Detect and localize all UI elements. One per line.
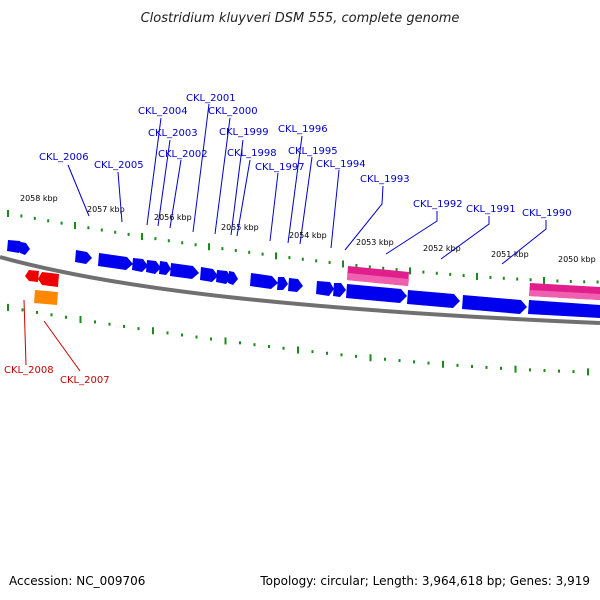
callout-line xyxy=(440,216,490,260)
gene-arrow[interactable] xyxy=(200,267,218,282)
accession-text: Accession: NC_009706 xyxy=(9,574,146,588)
callout-line xyxy=(287,135,303,244)
reverse-callout-lines xyxy=(23,299,81,372)
callout-line xyxy=(157,139,171,227)
gene-arrow[interactable] xyxy=(288,278,303,292)
gene-arrow[interactable] xyxy=(277,277,288,290)
gene-arrow[interactable] xyxy=(20,242,30,255)
reverse-gene-labels: CKL_2008 CKL_2007 xyxy=(4,365,110,386)
gene-label[interactable]: CKL_2004 xyxy=(138,106,188,117)
gene-arrow[interactable] xyxy=(316,281,334,296)
map-title: Clostridium kluyveri DSM 555, complete g… xyxy=(141,11,460,26)
gene-label[interactable]: CKL_1999 xyxy=(219,127,269,138)
gene-label[interactable]: CKL_2002 xyxy=(158,149,208,160)
gene-label[interactable]: CKL_2003 xyxy=(148,128,198,139)
forward-strand-genes xyxy=(7,240,600,318)
gene-arrow[interactable] xyxy=(250,273,278,289)
callout-line xyxy=(117,171,123,223)
gene-label[interactable]: CKL_2005 xyxy=(94,160,144,171)
gene-arrow[interactable] xyxy=(228,271,238,285)
gene-label[interactable]: CKL_2008 xyxy=(4,365,54,376)
kbp-label: 2058 kbp xyxy=(20,194,58,203)
rna-feature[interactable] xyxy=(34,290,58,305)
callout-line xyxy=(23,299,27,366)
callout-line xyxy=(344,185,384,251)
gene-label[interactable]: CKL_2001 xyxy=(186,93,236,104)
callout-line xyxy=(169,159,182,229)
gene-arrow[interactable] xyxy=(159,261,171,275)
gene-arrow[interactable] xyxy=(170,263,199,279)
callout-line xyxy=(214,117,231,235)
callout-line xyxy=(67,164,90,217)
outer-tick-ring xyxy=(7,209,599,284)
gene-arrow[interactable] xyxy=(333,283,346,297)
forward-callout-lines xyxy=(67,103,547,265)
kbp-label: 2051 kbp xyxy=(491,250,529,259)
callout-line xyxy=(230,139,244,236)
kbp-label: 2056 kbp xyxy=(154,213,192,222)
kbp-scale: 2058 kbp 2057 kbp 2056 kbp 2055 kbp 2054… xyxy=(20,194,596,264)
repeat-region[interactable] xyxy=(529,290,600,300)
gene-arrow[interactable] xyxy=(407,290,460,308)
reverse-strand-genes xyxy=(25,270,59,305)
gene-label[interactable]: CKL_1995 xyxy=(288,146,338,157)
gene-label[interactable]: CKL_1991 xyxy=(466,204,516,215)
gene-label[interactable]: CKL_1994 xyxy=(316,159,366,170)
gene-label[interactable]: CKL_1998 xyxy=(227,148,277,159)
gene-arrow[interactable] xyxy=(462,295,527,314)
gene-label[interactable]: CKL_1992 xyxy=(413,199,463,210)
callout-line xyxy=(146,117,162,226)
gene-label[interactable]: CKL_1996 xyxy=(278,124,328,135)
gene-arrow-reverse[interactable] xyxy=(38,272,59,287)
callout-line xyxy=(385,211,438,255)
gene-arrow[interactable] xyxy=(98,253,133,270)
gene-label[interactable]: CKL_1990 xyxy=(522,208,572,219)
gene-label[interactable]: CKL_1993 xyxy=(360,174,410,185)
gene-label[interactable]: CKL_2000 xyxy=(208,106,258,117)
callout-line xyxy=(299,156,313,245)
callout-line xyxy=(501,220,547,265)
forward-gene-labels: CKL_2006 CKL_2005 CKL_2004 CKL_2003 CKL_… xyxy=(39,93,572,219)
kbp-label: 2057 kbp xyxy=(87,205,125,214)
callout-line xyxy=(43,320,81,372)
gene-arrow[interactable] xyxy=(75,250,92,264)
gene-label[interactable]: CKL_1997 xyxy=(255,162,305,173)
callout-line xyxy=(269,172,279,242)
callout-line xyxy=(330,169,340,249)
kbp-label: 2052 kbp xyxy=(423,244,461,253)
gene-arrow-reverse[interactable] xyxy=(25,270,39,282)
gene-arrow[interactable] xyxy=(132,258,148,272)
inner-tick-ring xyxy=(7,303,589,376)
gene-label[interactable]: CKL_2007 xyxy=(60,375,110,386)
gene-arrow[interactable] xyxy=(528,300,600,318)
gene-arrow[interactable] xyxy=(346,284,407,303)
gene-label[interactable]: CKL_2006 xyxy=(39,152,89,163)
gene-arrow[interactable] xyxy=(7,240,24,253)
repeat-region[interactable] xyxy=(347,273,409,286)
callout-line xyxy=(192,103,210,233)
kbp-label: 2050 kbp xyxy=(558,255,596,264)
genome-backbone xyxy=(0,255,600,325)
repeat-regions xyxy=(347,266,600,300)
gene-arrow[interactable] xyxy=(146,260,161,274)
genome-summary-text: Topology: circular; Length: 3,964,618 bp… xyxy=(260,574,590,588)
kbp-label: 2054 kbp xyxy=(289,231,327,240)
gene-arrow[interactable] xyxy=(216,270,231,284)
kbp-label: 2053 kbp xyxy=(356,238,394,247)
kbp-label: 2055 kbp xyxy=(221,223,259,232)
callout-line xyxy=(236,159,251,237)
